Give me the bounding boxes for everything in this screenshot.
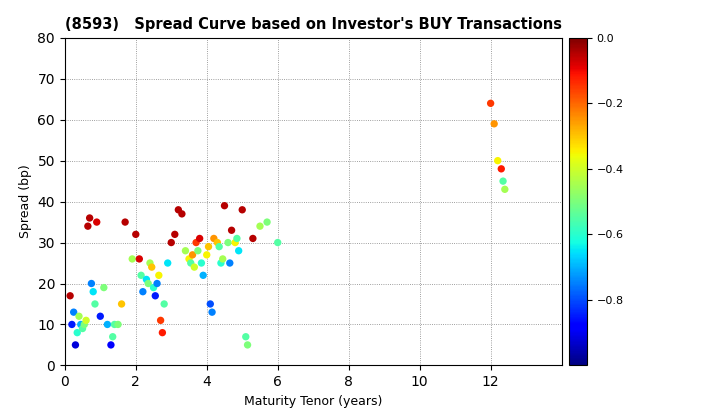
Point <box>231 235 243 242</box>
Point <box>82 223 94 229</box>
Point <box>236 207 248 213</box>
Point <box>140 276 152 283</box>
Point <box>196 260 207 266</box>
Point <box>127 255 138 262</box>
Point <box>197 272 209 279</box>
Point <box>105 341 117 348</box>
Point <box>185 260 197 266</box>
Point <box>233 247 245 254</box>
Point <box>87 288 99 295</box>
X-axis label: Maturity Tenor (years): Maturity Tenor (years) <box>244 395 382 408</box>
Point <box>146 264 158 270</box>
Point <box>183 255 194 262</box>
Point <box>208 235 220 242</box>
Point <box>169 231 181 238</box>
Point <box>112 321 124 328</box>
Point <box>212 239 223 246</box>
Point <box>498 178 509 184</box>
Point <box>70 341 81 348</box>
Point <box>120 219 131 226</box>
Point <box>158 301 170 307</box>
Point <box>230 239 241 246</box>
Point <box>150 292 161 299</box>
Point <box>157 329 168 336</box>
Point <box>190 239 202 246</box>
Y-axis label: Spread (bp): Spread (bp) <box>19 165 32 239</box>
Point <box>203 243 215 250</box>
Point <box>135 272 147 279</box>
Point <box>130 231 142 238</box>
Point <box>176 210 188 217</box>
Point <box>192 247 204 254</box>
Point <box>116 301 127 307</box>
Point <box>217 255 228 262</box>
Point <box>204 301 216 307</box>
Point <box>247 235 258 242</box>
Point <box>207 309 218 315</box>
Point <box>495 165 507 172</box>
Point <box>102 321 113 328</box>
Point <box>254 223 266 229</box>
Point <box>77 325 89 332</box>
Point <box>201 252 212 258</box>
Point <box>242 341 253 348</box>
Point <box>143 280 154 287</box>
Point <box>488 121 500 127</box>
Point <box>64 292 76 299</box>
Point <box>215 260 227 266</box>
Point <box>272 239 284 246</box>
Point <box>89 301 101 307</box>
Point <box>137 288 148 295</box>
Point <box>75 321 86 328</box>
Point <box>219 202 230 209</box>
Point <box>81 317 92 324</box>
Point <box>68 309 79 315</box>
Point <box>213 243 225 250</box>
Point <box>151 280 163 287</box>
Point <box>98 284 109 291</box>
Point <box>180 247 192 254</box>
Point <box>144 260 156 266</box>
Point <box>94 313 106 320</box>
Point <box>71 329 83 336</box>
Point <box>91 219 102 226</box>
Point <box>155 317 166 324</box>
Point <box>148 284 159 291</box>
Point <box>153 272 165 279</box>
Point <box>84 215 95 221</box>
Point <box>485 100 496 107</box>
Point <box>222 239 234 246</box>
Point <box>78 321 90 328</box>
Point <box>166 239 177 246</box>
Point <box>261 219 273 226</box>
Point <box>173 207 184 213</box>
Point <box>107 333 119 340</box>
Point <box>134 255 145 262</box>
Point <box>86 280 97 287</box>
Point <box>240 333 251 340</box>
Point <box>66 321 78 328</box>
Point <box>194 235 205 242</box>
Point <box>224 260 235 266</box>
Point <box>492 157 503 164</box>
Point <box>73 313 85 320</box>
Point <box>189 264 200 270</box>
Point <box>109 321 120 328</box>
Point <box>499 186 510 193</box>
Point <box>186 252 198 258</box>
Point <box>226 227 238 234</box>
Point <box>162 260 174 266</box>
Text: (8593)   Spread Curve based on Investor's BUY Transactions: (8593) Spread Curve based on Investor's … <box>65 18 562 32</box>
